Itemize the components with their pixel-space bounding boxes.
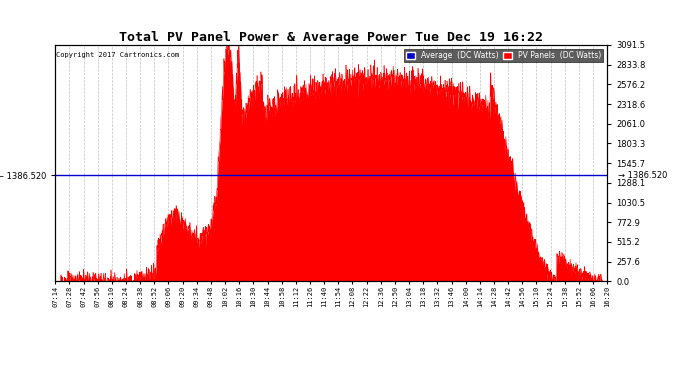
Title: Total PV Panel Power & Average Power Tue Dec 19 16:22: Total PV Panel Power & Average Power Tue… [119,31,543,44]
Legend: Average  (DC Watts), PV Panels  (DC Watts): Average (DC Watts), PV Panels (DC Watts) [404,49,603,62]
Text: → 1386.520: → 1386.520 [618,171,668,180]
Text: Copyright 2017 Cartronics.com: Copyright 2017 Cartronics.com [57,52,179,58]
